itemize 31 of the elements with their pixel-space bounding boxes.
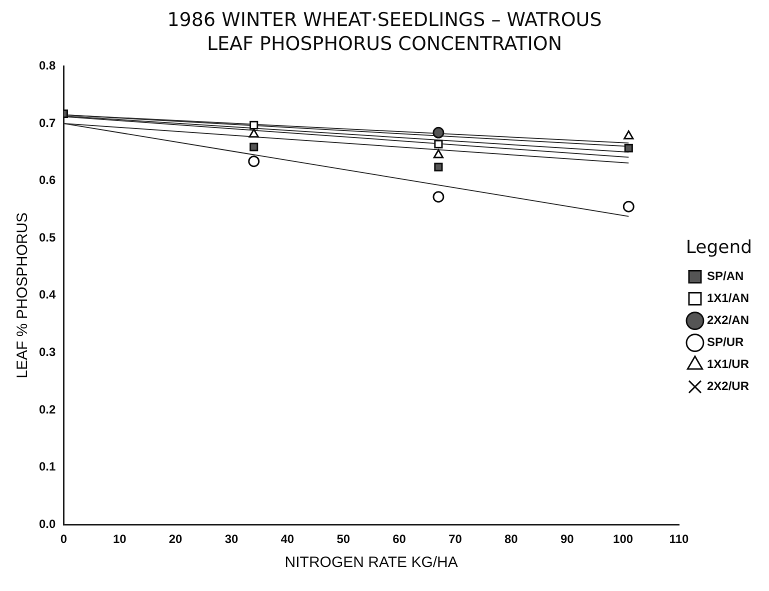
legend-label: SP/UR bbox=[706, 335, 744, 350]
x-tick-label: 60 bbox=[392, 532, 406, 546]
y-tick-label: 0.0 bbox=[38, 516, 56, 531]
y-tick-label: 0.4 bbox=[38, 288, 56, 302]
legend-label: 2X2/AN bbox=[706, 313, 750, 328]
x-tick-label: 110 bbox=[669, 532, 689, 546]
y-tick-label: 0.7 bbox=[38, 116, 56, 130]
x-tick-label: 50 bbox=[336, 532, 350, 546]
legend-label: 2X2/UR bbox=[706, 379, 750, 394]
legend-title: Legend bbox=[686, 236, 752, 258]
y-axis-title: LEAF % PHOSPHORUS bbox=[14, 212, 32, 378]
x-tick-label: 0 bbox=[60, 532, 68, 546]
x-tick-label: 100 bbox=[613, 532, 634, 546]
legend-label: 1X1/UR bbox=[706, 357, 750, 372]
x-axis-title: NITROGEN RATE KG/HA bbox=[284, 554, 458, 572]
y-tick-label: 0.3 bbox=[38, 345, 56, 360]
x-tick-label: 70 bbox=[448, 532, 462, 546]
y-tick-label: 0.8 bbox=[38, 58, 56, 73]
x-tick-label: 20 bbox=[168, 532, 183, 546]
x-tick-label: 80 bbox=[504, 532, 518, 546]
x-tick-label: 30 bbox=[224, 532, 238, 546]
x-tick-label: 90 bbox=[560, 532, 574, 546]
legend-label: 1X1/AN bbox=[706, 291, 750, 306]
chart-title: 1986 WINTER WHEAT·SEEDLINGS – WATROUS LEAF PHOSPHORUS CONCENTRATION bbox=[166, 8, 603, 56]
y-tick-label: 0.5 bbox=[38, 230, 56, 244]
y-tick-label: 0.1 bbox=[38, 460, 56, 474]
x-tick-label: 10 bbox=[112, 532, 127, 546]
y-tick-label: 0.6 bbox=[38, 173, 56, 188]
y-tick-label: 0.2 bbox=[38, 402, 56, 416]
x-tick-label: 40 bbox=[280, 532, 294, 546]
legend-label: SP/AN bbox=[706, 269, 744, 284]
